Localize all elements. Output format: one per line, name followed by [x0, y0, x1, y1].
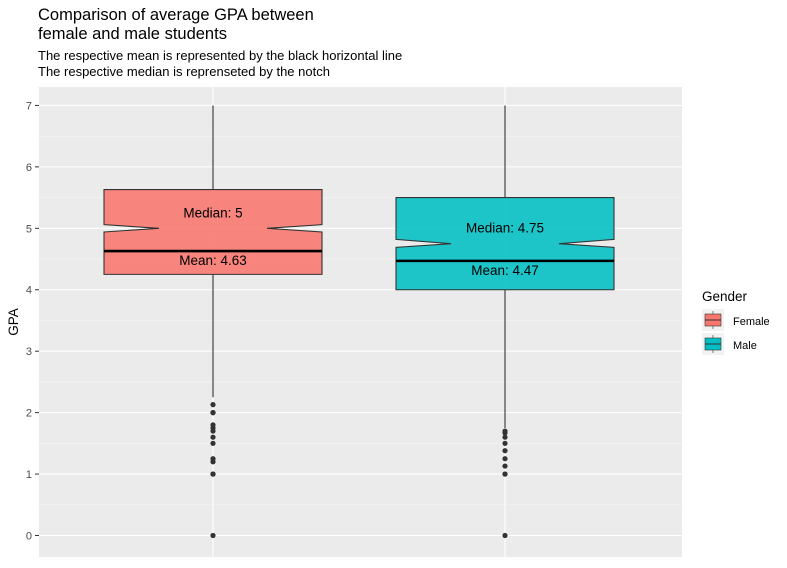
- median-label: Median: 4.75: [466, 221, 544, 236]
- outlier-point: [502, 428, 508, 434]
- chart-title: Comparison of average GPA between female…: [38, 6, 458, 44]
- outlier-point: [502, 471, 508, 477]
- outlier-point: [210, 532, 216, 539]
- outlier-point: [210, 422, 216, 428]
- y-tick-label: 0: [26, 530, 32, 542]
- chart-subtitle-line-2: The respective median is reprenseted by …: [38, 64, 330, 79]
- legend-label-female: Female: [733, 316, 770, 328]
- mean-label: Mean: 4.63: [179, 253, 247, 268]
- outlier-point: [502, 434, 508, 440]
- median-label: Median: 5: [183, 205, 242, 220]
- outlier-point: [210, 456, 216, 462]
- outlier-point: [502, 440, 508, 446]
- box-groups: Median: 5 Mean: 4.63 Median: 4.75 Mean: 4.4…: [103, 105, 615, 539]
- y-tick-label: 6: [26, 162, 32, 174]
- y-tick-label: 4: [26, 285, 32, 297]
- outlier-point: [210, 440, 216, 446]
- outlier-point: [210, 434, 216, 440]
- notched-box: [103, 189, 323, 275]
- outlier-point: [210, 471, 216, 477]
- chart-subtitle-line-1: The respective mean is represented by th…: [38, 48, 403, 63]
- outlier-point: [210, 402, 216, 408]
- legend-item-male: Male: [702, 333, 757, 355]
- chart-title-line-2: female and male students: [38, 25, 227, 43]
- outlier-point: [502, 463, 508, 469]
- box-group-male: Median: 4.75 Mean: 4.47: [395, 105, 615, 539]
- y-tick-label: 5: [26, 223, 32, 235]
- y-tick-label: 7: [26, 100, 32, 112]
- legend-title: Gender: [702, 289, 748, 304]
- legend-item-female: Female: [702, 309, 770, 331]
- chart-title-line-1: Comparison of average GPA between: [38, 6, 314, 24]
- outlier-point: [210, 410, 216, 416]
- outlier-point: [502, 532, 508, 539]
- mean-label: Mean: 4.47: [471, 263, 539, 278]
- box-group-female: Median: 5 Mean: 4.63: [103, 105, 323, 539]
- y-axis-label: GPA: [6, 308, 21, 336]
- y-axis: 0 1 2 3 4 5 6 7: [26, 100, 39, 542]
- plot-panel: [39, 87, 682, 557]
- legend: Gender Female Male: [702, 289, 770, 355]
- legend-label-male: Male: [733, 340, 757, 352]
- y-tick-label: 3: [26, 346, 32, 358]
- notched-box: [395, 197, 615, 291]
- outlier-point: [502, 456, 508, 462]
- chart-subtitle: The respective mean is represented by th…: [38, 48, 402, 80]
- y-tick-label: 2: [26, 408, 32, 420]
- y-tick-label: 1: [26, 469, 32, 481]
- outlier-point: [502, 448, 508, 454]
